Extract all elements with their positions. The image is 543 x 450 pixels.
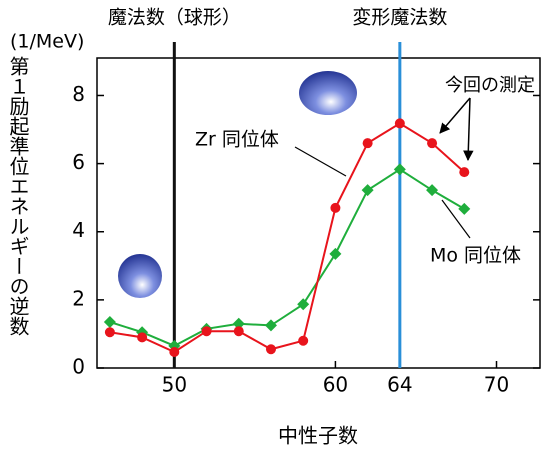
marker <box>427 138 437 148</box>
deformed-icon <box>299 71 357 115</box>
series-label: Zr 同位体 <box>195 129 279 151</box>
y-tick-label: 0 <box>72 355 85 379</box>
chart: (1/MeV) 第１励起準位エネルギーの逆数 中性子数 今回の測定 Zr 同位体… <box>0 0 543 450</box>
marker <box>330 203 340 213</box>
marker <box>169 347 179 357</box>
series-line <box>110 169 464 345</box>
marker <box>137 332 147 342</box>
y-tick-label: 8 <box>72 82 85 106</box>
y-tick-label: 6 <box>72 150 85 174</box>
marker <box>265 319 277 331</box>
marker <box>363 138 373 148</box>
marker <box>104 316 116 328</box>
x-axis-label: 中性子数 <box>278 424 358 448</box>
marker <box>394 163 406 175</box>
y-axis-label: 第１励起準位エネルギーの逆数 <box>6 56 30 336</box>
marker <box>234 326 244 336</box>
reference-label: 魔法数（球形） <box>108 7 241 29</box>
marker <box>298 336 308 346</box>
reference-label: 変形魔法数 <box>352 7 447 29</box>
arrow <box>468 98 470 160</box>
x-tick-label: 50 <box>162 373 187 397</box>
marker <box>362 184 374 196</box>
marker <box>395 118 405 128</box>
sphere-icon <box>118 254 162 298</box>
y-tick-label: 4 <box>72 218 85 242</box>
series-line <box>110 123 464 352</box>
x-tick-label: 60 <box>323 373 348 397</box>
marker <box>329 248 341 260</box>
marker <box>266 344 276 354</box>
annotation: 今回の測定 <box>445 75 535 96</box>
x-tick-label: 70 <box>484 373 509 397</box>
leader-line <box>295 147 346 176</box>
series-label: Mo 同位体 <box>430 245 521 267</box>
x-tick-label: 64 <box>387 373 412 397</box>
marker <box>297 298 309 310</box>
marker <box>426 184 438 196</box>
arrow <box>440 98 470 133</box>
marker <box>202 326 212 336</box>
marker <box>459 167 469 177</box>
y-unit: (1/MeV) <box>10 31 84 53</box>
marker <box>458 203 470 215</box>
marker <box>105 327 115 337</box>
y-tick-label: 2 <box>72 286 85 310</box>
